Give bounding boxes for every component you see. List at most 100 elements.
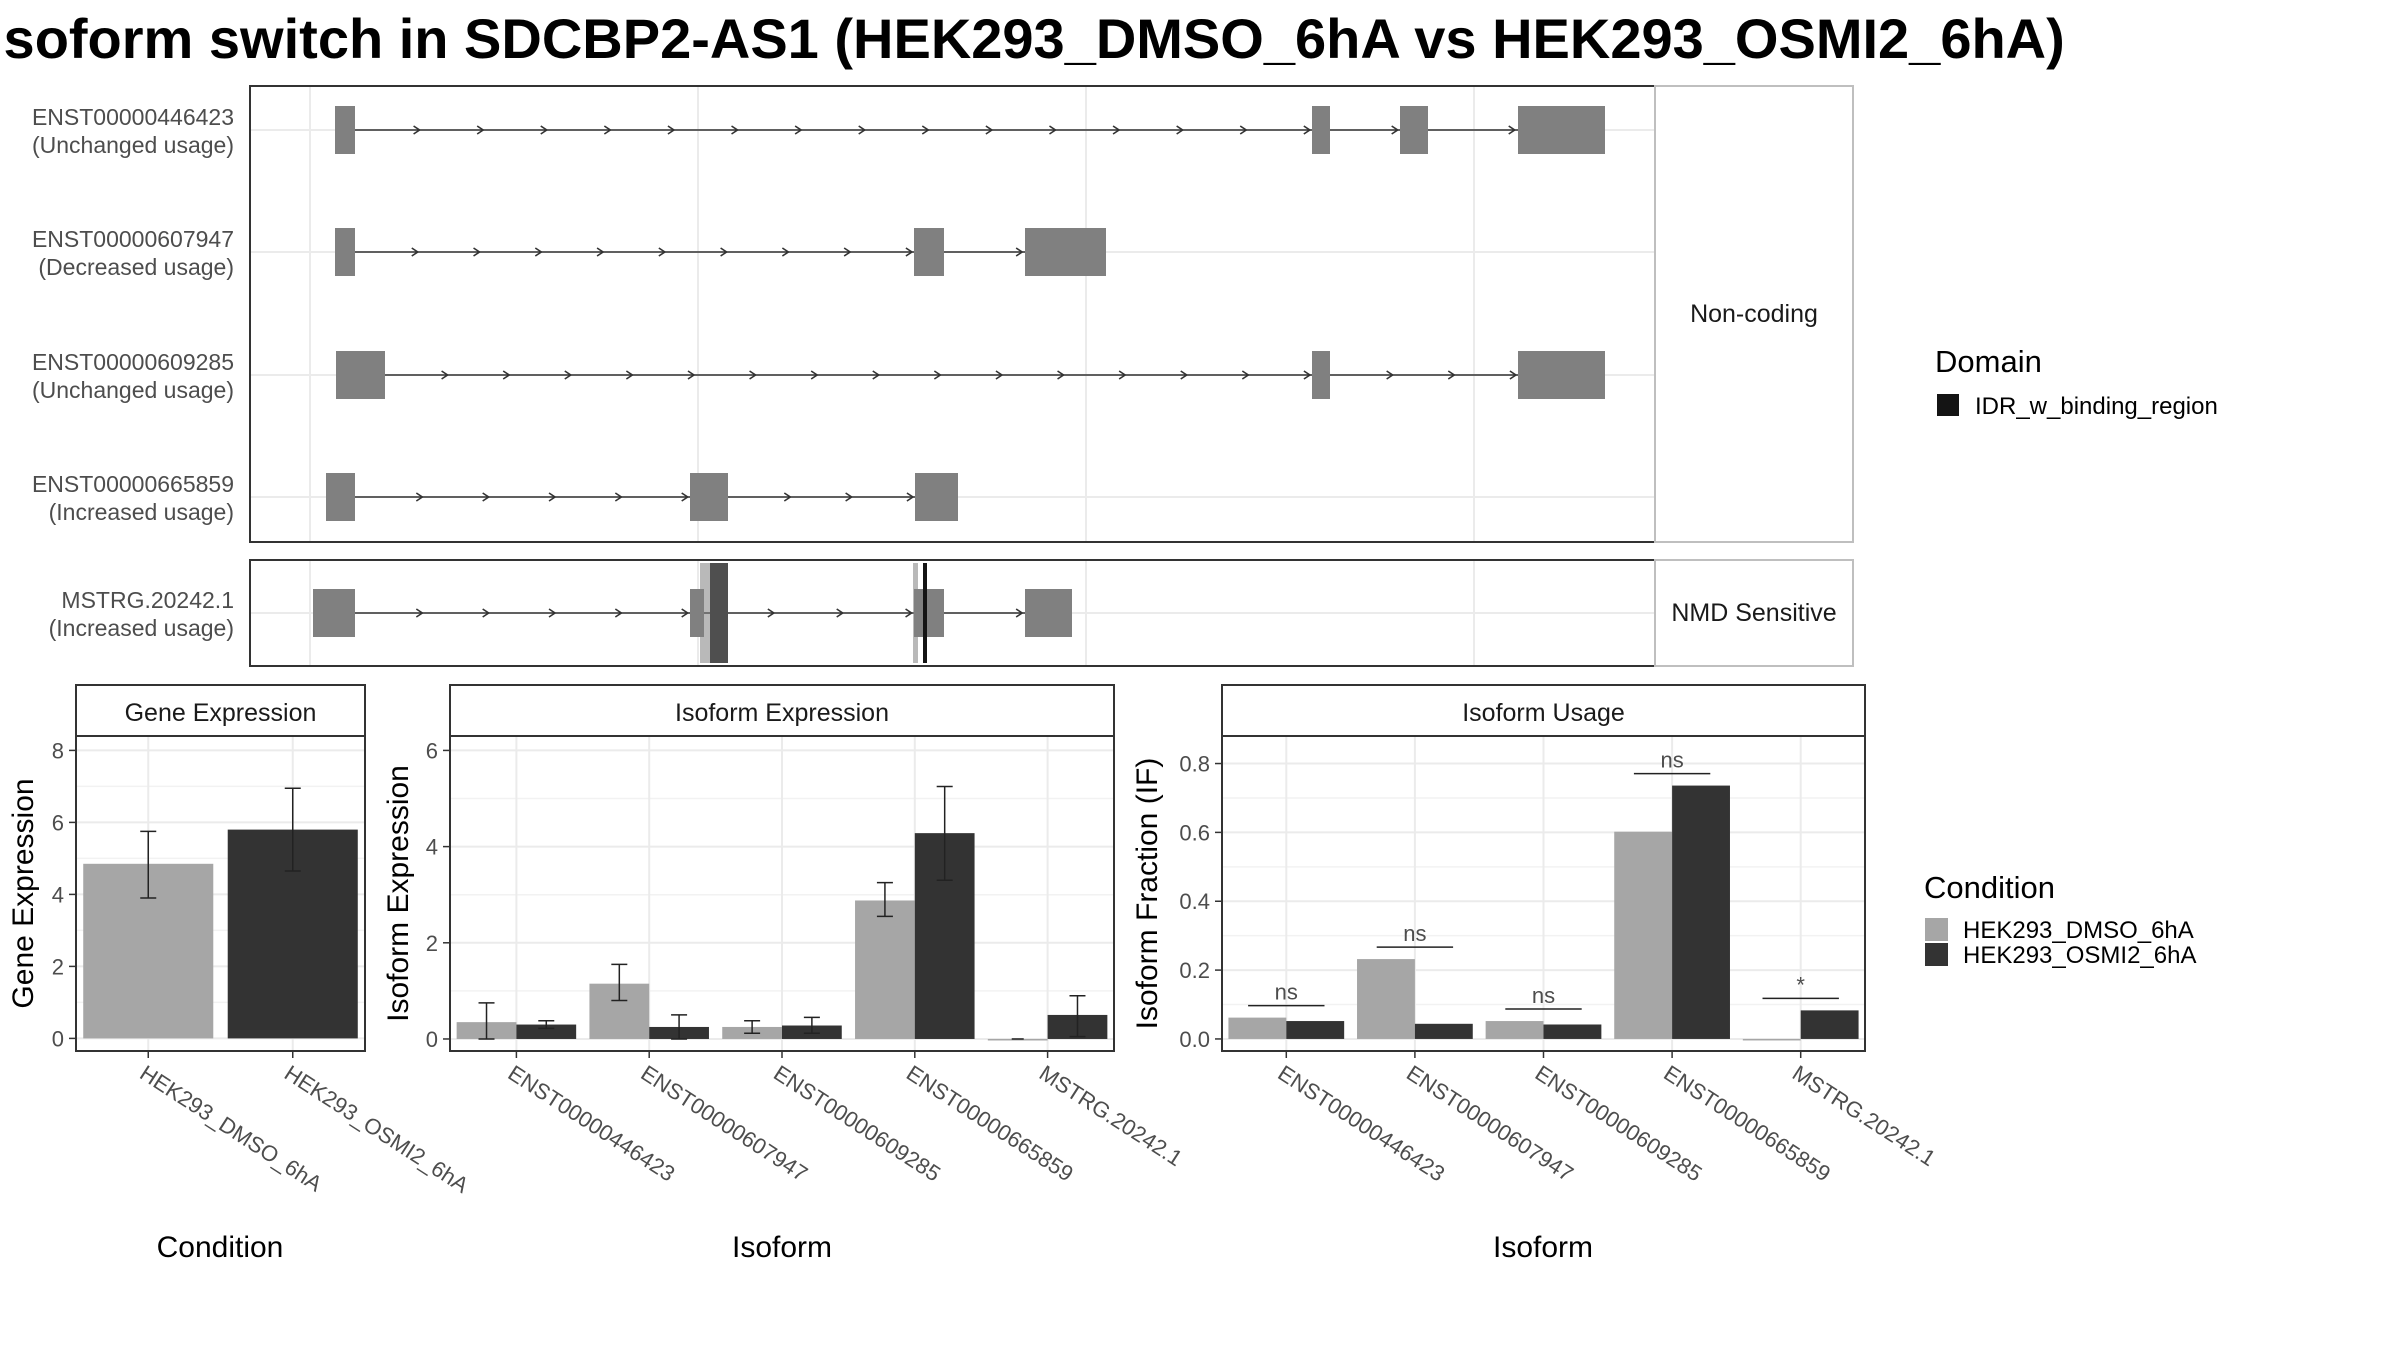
exon bbox=[1400, 106, 1428, 154]
exon bbox=[1312, 106, 1330, 154]
bar bbox=[1614, 831, 1673, 1039]
bar bbox=[855, 900, 915, 1039]
transcript-name-label: MSTRG.20242.1 bbox=[61, 587, 234, 613]
direction-arrow bbox=[1049, 125, 1057, 135]
transcript-name-label: ENST00000446423 bbox=[32, 104, 234, 130]
direction-arrow bbox=[1118, 370, 1127, 380]
direction-arrow bbox=[603, 125, 612, 135]
panel-title: Isoform Usage bbox=[1462, 699, 1625, 727]
direction-arrow bbox=[658, 247, 667, 257]
y-axis-title: Gene Expression bbox=[7, 778, 40, 1008]
direction-arrow bbox=[843, 247, 852, 257]
direction-arrow bbox=[905, 608, 913, 618]
noncoding-strip bbox=[1654, 85, 1854, 543]
direction-arrow bbox=[625, 370, 634, 380]
transcript-usage-label: (Decreased usage) bbox=[38, 254, 234, 280]
bar bbox=[1672, 785, 1730, 1039]
exon bbox=[1518, 351, 1605, 399]
direction-arrow bbox=[1303, 370, 1312, 380]
y-tick-label: 6 bbox=[426, 738, 438, 763]
domain-legend-label: IDR_w_binding_region bbox=[1975, 393, 2218, 420]
bar bbox=[516, 1024, 577, 1039]
direction-arrow bbox=[614, 492, 623, 502]
exon bbox=[914, 589, 944, 637]
significance-label: ns bbox=[1275, 980, 1298, 1005]
y-tick-label: 6 bbox=[52, 810, 64, 835]
condition-legend: Condition HEK293_DMSO_6hA HEK293_OSMI2_6… bbox=[1924, 870, 2196, 969]
direction-arrow bbox=[415, 608, 424, 618]
direction-arrow bbox=[810, 370, 819, 380]
condition-legend-title: Condition bbox=[1924, 870, 2055, 905]
direction-arrow bbox=[415, 492, 424, 502]
exon bbox=[915, 473, 958, 521]
bar bbox=[1742, 1038, 1801, 1041]
direction-arrow bbox=[995, 370, 1004, 380]
bar bbox=[1485, 1021, 1544, 1039]
exon bbox=[1312, 351, 1330, 399]
x-axis-title: Isoform bbox=[1493, 1231, 1593, 1264]
bar bbox=[1286, 1021, 1345, 1039]
direction-arrow bbox=[921, 125, 930, 135]
significance-label: * bbox=[1796, 972, 1805, 997]
direction-arrow bbox=[411, 247, 420, 257]
domain-legend-title: Domain bbox=[1935, 344, 2042, 379]
domain-exon-shade bbox=[913, 563, 918, 663]
exon bbox=[1518, 106, 1605, 154]
nmd-strip bbox=[1654, 559, 1854, 667]
direction-arrow bbox=[1057, 370, 1065, 380]
transcript-usage-label: (Unchanged usage) bbox=[32, 132, 234, 158]
direction-arrow bbox=[687, 370, 696, 380]
bar-panel-1: Isoform Expression0246ENST00000446423ENS… bbox=[382, 684, 1187, 1264]
exon bbox=[1025, 589, 1072, 637]
domain-exon-shade bbox=[700, 563, 728, 663]
direction-arrow bbox=[1447, 370, 1456, 380]
significance-label: ns bbox=[1403, 921, 1426, 946]
strip-box bbox=[449, 684, 1115, 737]
panel-title: Isoform Expression bbox=[675, 699, 889, 727]
direction-arrow bbox=[596, 247, 605, 257]
direction-arrow bbox=[1386, 370, 1395, 380]
direction-arrow bbox=[749, 370, 758, 380]
direction-arrow bbox=[1303, 125, 1312, 135]
significance-label: ns bbox=[1532, 983, 1555, 1008]
transcript-track bbox=[335, 106, 1605, 154]
direction-arrow bbox=[482, 492, 491, 502]
transcript-name-label: ENST00000609285 bbox=[32, 349, 234, 375]
direction-arrow bbox=[845, 492, 854, 502]
exon bbox=[335, 228, 355, 276]
direction-arrow bbox=[482, 608, 491, 618]
significance-label: ns bbox=[1660, 748, 1683, 773]
direction-arrow bbox=[1239, 125, 1248, 135]
transcript-tracks bbox=[313, 106, 1605, 663]
y-tick-label: 0 bbox=[52, 1026, 64, 1051]
direction-arrow bbox=[767, 608, 776, 618]
figure-title: Isoform switch in SDCBP2-AS1 (HEK293_DMS… bbox=[0, 7, 2065, 70]
exon bbox=[335, 106, 355, 154]
y-tick-label: 0 bbox=[426, 1027, 438, 1052]
transcript-name-label: ENST00000665859 bbox=[32, 471, 234, 497]
transcript-labels: ENST00000446423(Unchanged usage) ENST0000… bbox=[32, 104, 234, 641]
exon bbox=[1025, 228, 1106, 276]
direction-arrow bbox=[441, 370, 450, 380]
strip-box bbox=[1221, 684, 1866, 737]
bar bbox=[1800, 1010, 1859, 1039]
noncoding-panel-frame bbox=[249, 85, 1656, 543]
exon bbox=[690, 473, 728, 521]
y-tick-label: 0.4 bbox=[1179, 889, 1210, 914]
direction-arrow bbox=[667, 125, 676, 135]
idr-domain bbox=[923, 563, 927, 663]
direction-arrow bbox=[836, 608, 845, 618]
direction-arrow bbox=[1015, 608, 1024, 618]
condition-legend-key-dmso bbox=[1925, 918, 1948, 941]
y-tick-label: 2 bbox=[52, 954, 64, 979]
transcript-track bbox=[335, 228, 1106, 276]
bar bbox=[1357, 959, 1415, 1039]
strip-noncoding: Non-coding bbox=[1690, 300, 1818, 328]
y-tick-label: 2 bbox=[426, 931, 438, 956]
direction-arrow bbox=[548, 608, 557, 618]
x-axis-title: Condition bbox=[157, 1231, 284, 1264]
y-tick-label: 0.2 bbox=[1179, 958, 1210, 983]
panel-title: Gene Expression bbox=[125, 699, 317, 727]
direction-arrow bbox=[564, 370, 573, 380]
condition-legend-label-osmi2: HEK293_OSMI2_6hA bbox=[1963, 942, 2196, 969]
